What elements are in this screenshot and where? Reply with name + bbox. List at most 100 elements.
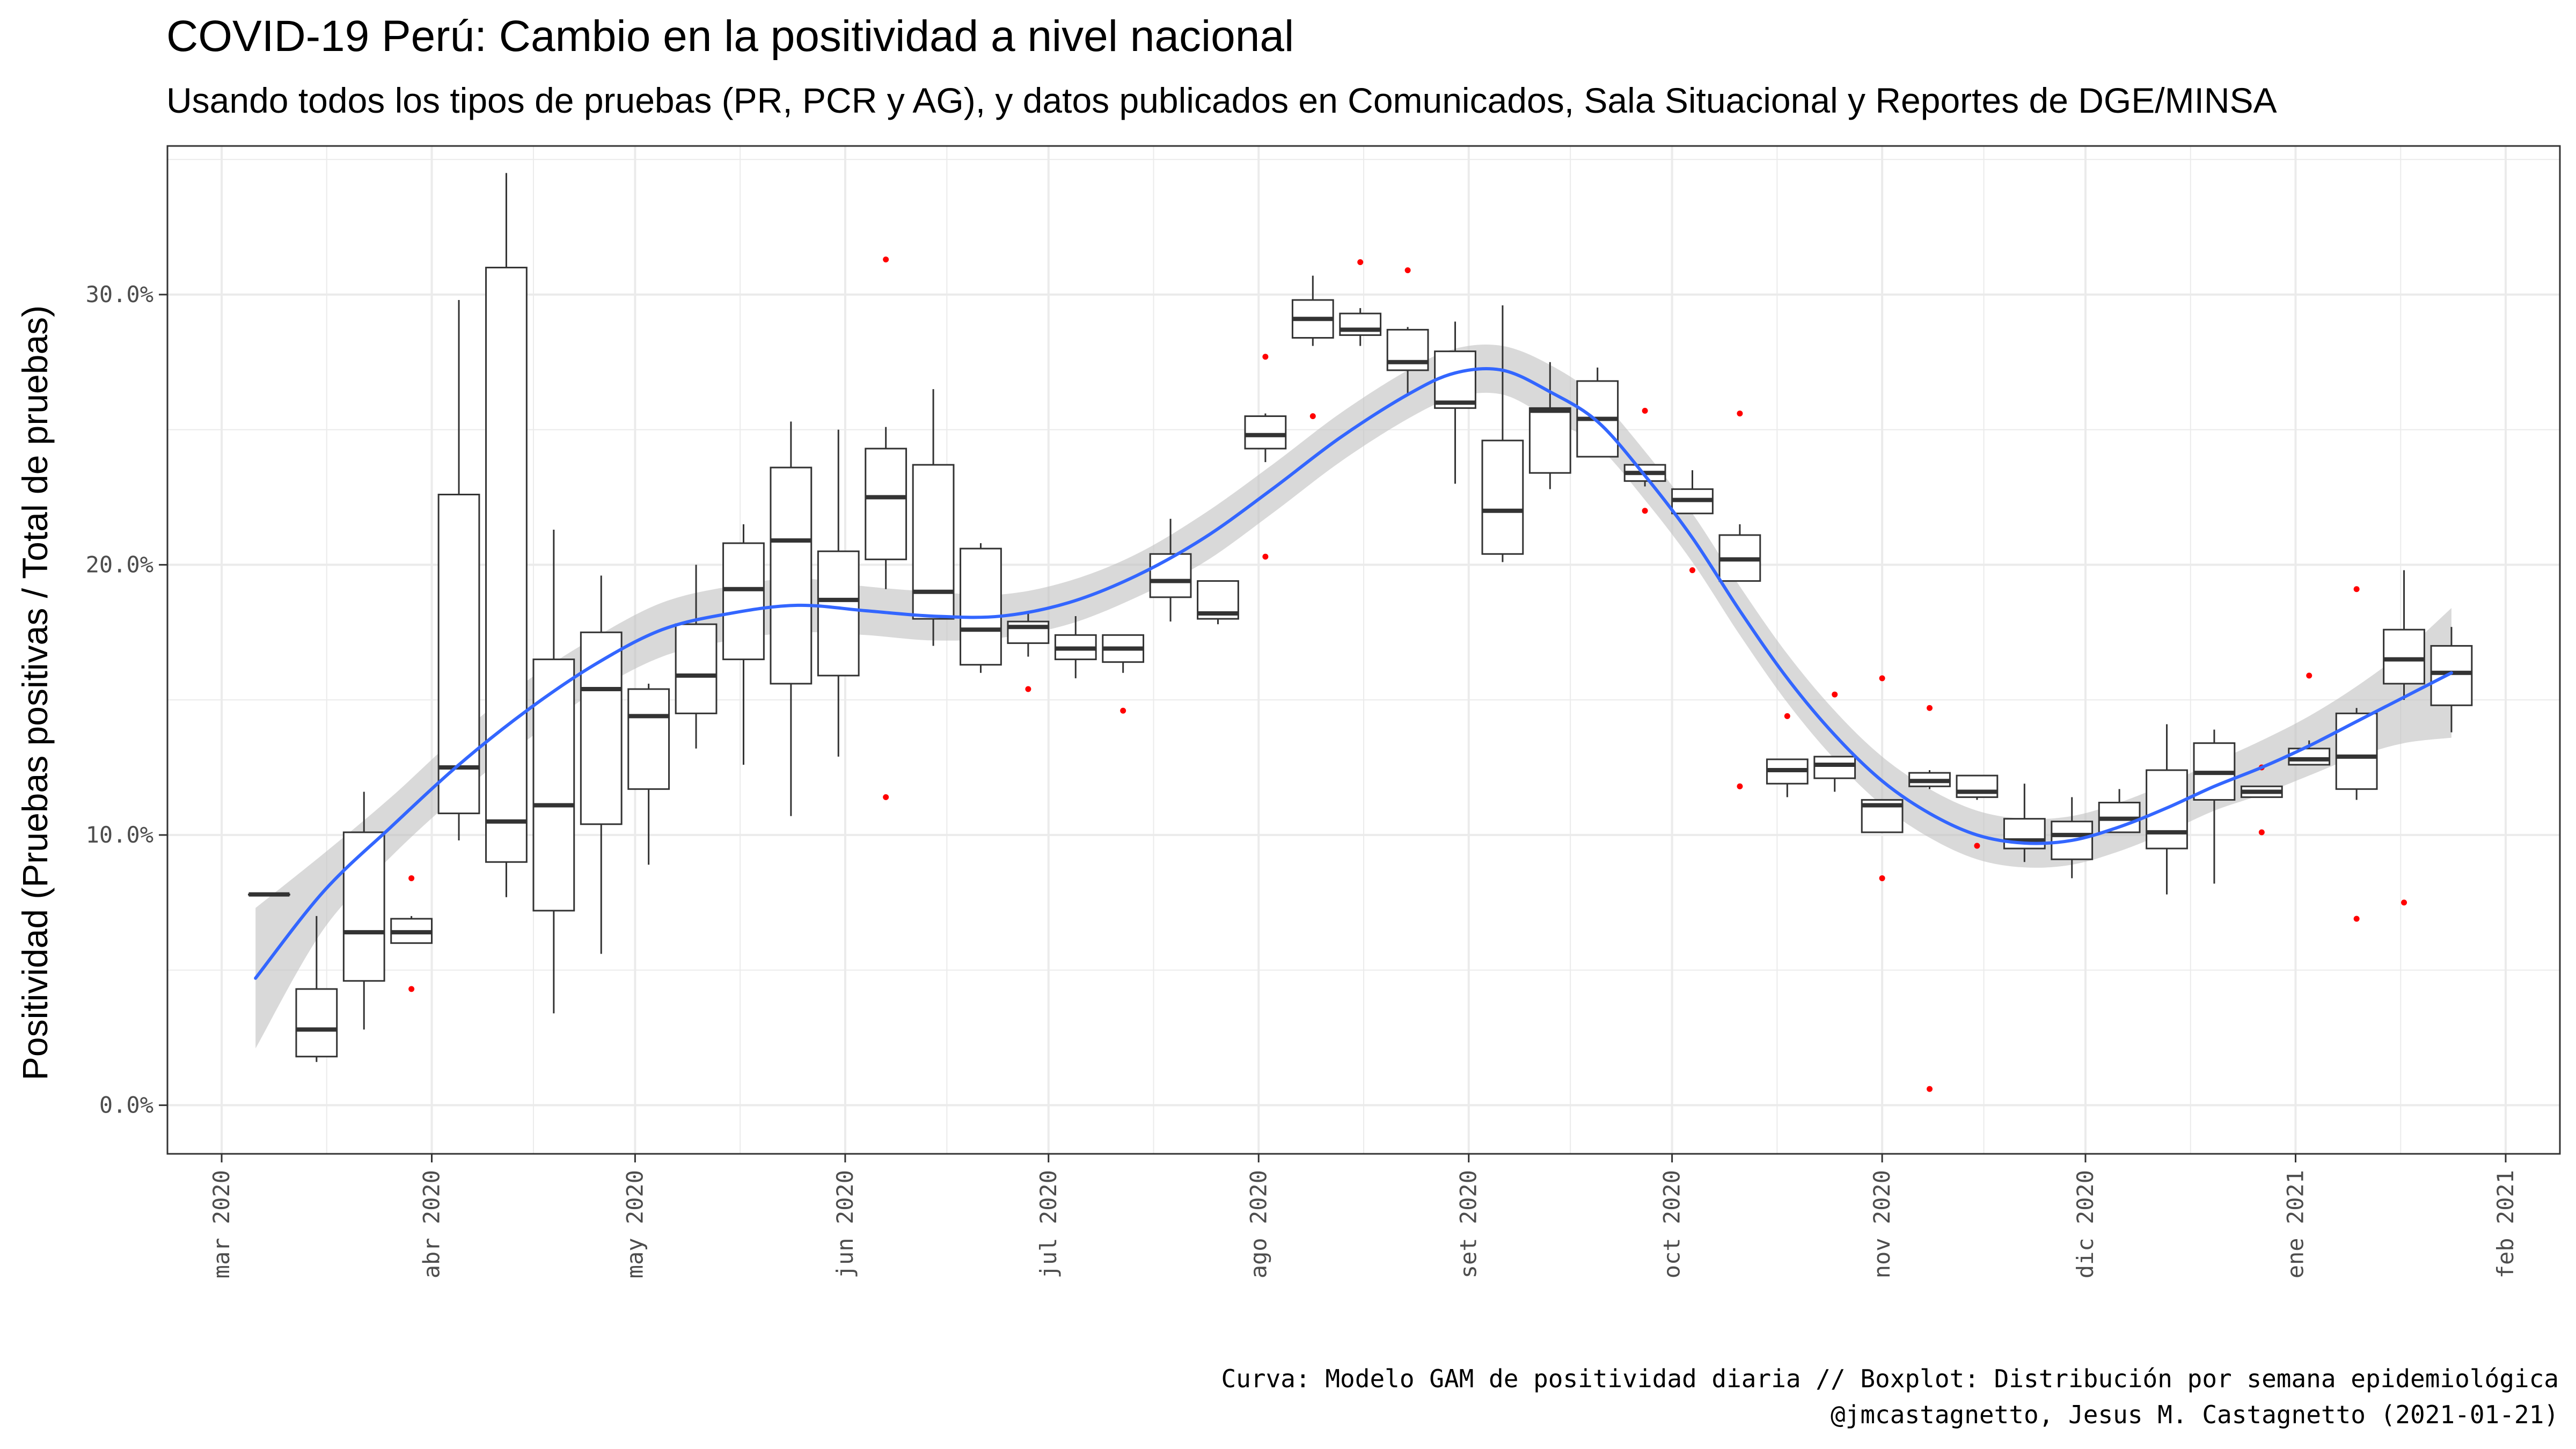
x-tick-label: oct 2020 xyxy=(1659,1170,1685,1278)
gam-curve xyxy=(254,367,2453,980)
x-tick-label: may 2020 xyxy=(621,1170,648,1278)
outlier-point xyxy=(2353,916,2360,922)
weekly-boxplot xyxy=(2335,708,2378,800)
weekly-boxplot xyxy=(865,427,908,589)
weekly-boxplot xyxy=(1149,518,1192,622)
outlier-point xyxy=(1737,410,1743,416)
panel-border xyxy=(166,145,2561,1155)
x-tick-label: set 2020 xyxy=(1455,1170,1482,1278)
outlier-point xyxy=(1927,1086,1933,1092)
y-tick-label: 10.0% xyxy=(86,822,153,848)
box-iqr xyxy=(1434,350,1476,409)
weekly-boxplot xyxy=(532,529,575,1014)
weekly-boxplot xyxy=(1339,308,1382,346)
x-tick-label: ago 2020 xyxy=(1245,1170,1271,1278)
outlier-point xyxy=(1974,843,1980,849)
outlier-point xyxy=(1262,553,1269,560)
box-iqr xyxy=(1813,756,1856,779)
weekly-boxplot xyxy=(1434,321,1476,484)
outlier-point xyxy=(408,875,415,881)
box-iqr xyxy=(2146,769,2188,850)
x-tick-label: jul 2020 xyxy=(1035,1170,1062,1278)
y-tick-label: 20.0% xyxy=(86,551,153,577)
box-iqr xyxy=(1244,415,1287,450)
outlier-point xyxy=(883,256,889,262)
weekly-boxplot xyxy=(1956,774,1999,800)
box-iqr xyxy=(865,448,908,560)
weekly-boxplot xyxy=(1528,362,1571,489)
x-axis: mar 2020 abr 2020 may 2020 jun 2020 jul 2020… xyxy=(208,1154,2519,1278)
outlier-point xyxy=(2306,672,2312,679)
outlier-point xyxy=(2401,899,2407,906)
outlier-point xyxy=(1689,567,1696,573)
weekly-boxplot xyxy=(1908,770,1951,789)
weekly-boxplot xyxy=(1102,634,1145,673)
box-iqr xyxy=(1007,620,1050,644)
x-tick-label: jun 2020 xyxy=(832,1170,858,1278)
box-iqr xyxy=(1528,407,1571,474)
weekly-boxplot xyxy=(1813,756,1856,792)
outlier-point xyxy=(2353,586,2360,592)
weekly-boxplot xyxy=(1766,758,1809,797)
box-iqr xyxy=(770,466,813,685)
outlier-point xyxy=(1120,707,1126,714)
chart-title: COVID-19 Perú: Cambio en la positividad … xyxy=(166,12,1294,61)
y-tick-label: 30.0% xyxy=(86,281,153,308)
box-iqr xyxy=(960,547,1002,666)
box-iqr xyxy=(722,542,765,661)
y-axis-label: Positividad (Pruebas positivas / Total d… xyxy=(15,305,55,1080)
weekly-boxplot xyxy=(1197,580,1239,625)
weekly-boxplot xyxy=(1861,799,1904,833)
weekly-boxplot xyxy=(1481,305,1524,562)
caption-line-2: @jmcastagnetto, Jesus M. Castagnetto (20… xyxy=(1831,1400,2559,1429)
box-iqr xyxy=(437,493,480,815)
outlier-point xyxy=(1309,413,1316,419)
box-iqr xyxy=(1956,774,1999,798)
outlier-point xyxy=(883,794,889,800)
chart-subtitle: Usando todos los tipos de pruebas (PR, P… xyxy=(166,80,2277,120)
plot-panel xyxy=(166,145,2561,1155)
weekly-boxplot xyxy=(675,565,718,749)
weekly-boxplot xyxy=(2430,627,2473,733)
box-iqr xyxy=(532,658,575,912)
weekly-boxplot xyxy=(485,173,528,897)
outlier-point xyxy=(2258,829,2265,836)
x-tick-label: nov 2020 xyxy=(1869,1170,1895,1278)
outlier-point xyxy=(1879,875,1885,881)
x-tick-label: mar 2020 xyxy=(208,1170,235,1278)
box-iqr xyxy=(1339,312,1382,336)
outlier-point xyxy=(1737,783,1743,789)
box-iqr xyxy=(817,550,860,677)
box-iqr xyxy=(580,631,623,825)
weekly-boxplot xyxy=(1054,616,1097,678)
x-tick-label: abr 2020 xyxy=(419,1170,445,1278)
weekly-boxplot xyxy=(960,543,1002,673)
x-tick-label: ene 2021 xyxy=(2282,1170,2308,1278)
y-tick-label: 0.0% xyxy=(99,1092,153,1118)
box-iqr xyxy=(485,267,528,863)
box-iqr xyxy=(1149,553,1192,598)
box-iqr xyxy=(2335,712,2378,790)
x-tick-label: dic 2020 xyxy=(2072,1170,2098,1278)
weekly-boxplot xyxy=(1718,524,1761,582)
weekly-boxplot xyxy=(1623,464,1666,487)
caption-line-1: Curva: Modelo GAM de positividad diaria … xyxy=(1221,1364,2559,1393)
weekly-boxplot xyxy=(437,299,480,840)
x-tick-label: feb 2021 xyxy=(2492,1170,2519,1278)
outlier-layer xyxy=(408,256,2407,1092)
outlier-point xyxy=(1357,259,1364,265)
weekly-boxplot xyxy=(390,916,433,944)
box-iqr xyxy=(2383,628,2425,685)
y-axis: 0.0% 10.0% 20.0% 30.0% xyxy=(86,281,167,1118)
outlier-point xyxy=(408,986,415,992)
box-iqr xyxy=(675,623,718,714)
weekly-boxplot xyxy=(1671,470,1714,515)
weekly-boxplot xyxy=(1386,327,1429,395)
weekly-boxplot xyxy=(2146,724,2188,895)
weekly-boxplot xyxy=(295,916,338,1062)
box-iqr xyxy=(2430,645,2473,706)
weekly-boxplot xyxy=(722,524,765,765)
box-iqr xyxy=(912,464,955,620)
box-iqr xyxy=(295,988,338,1058)
